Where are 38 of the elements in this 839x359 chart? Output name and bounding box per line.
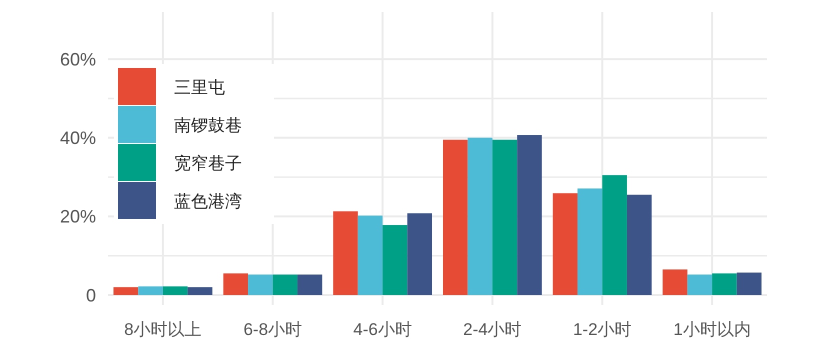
x-tick-label: 1小时以内 [673, 320, 751, 339]
bar [272, 274, 298, 295]
x-tick-label: 6-8小时 [243, 320, 302, 339]
legend-label: 三里屯 [174, 78, 225, 97]
bar [113, 287, 138, 295]
bar [223, 273, 248, 295]
bar [138, 286, 163, 295]
bar [736, 272, 762, 295]
bar [442, 140, 468, 295]
y-tick-label: 0 [86, 285, 96, 306]
bar [687, 274, 712, 295]
bar [382, 225, 408, 295]
x-tick-label: 1-2小时 [572, 320, 632, 339]
legend-label: 蓝色港湾 [174, 192, 242, 211]
bar [333, 211, 358, 295]
bar [297, 274, 322, 295]
bar [162, 286, 188, 295]
bar [468, 138, 492, 295]
bar [248, 274, 273, 295]
y-tick-label: 20% [60, 206, 96, 227]
x-tick-label: 2-4小时 [463, 320, 522, 339]
bar [626, 194, 652, 295]
y-tick-label: 40% [60, 128, 96, 148]
bar [517, 135, 542, 295]
legend-label: 南锣鼓巷 [174, 116, 242, 135]
bar [578, 188, 602, 295]
x-tick-label: 8小时以上 [124, 320, 202, 339]
bar [662, 269, 688, 295]
bar [552, 193, 578, 295]
bar [602, 175, 627, 295]
x-tick-label: 4-6小时 [353, 320, 412, 339]
bar [407, 213, 432, 295]
bar [188, 287, 212, 295]
y-tick-label: 60% [60, 49, 96, 70]
bar [358, 216, 383, 295]
legend-label: 宽窄巷子 [174, 154, 242, 173]
bar [712, 273, 737, 295]
bar [492, 140, 518, 295]
